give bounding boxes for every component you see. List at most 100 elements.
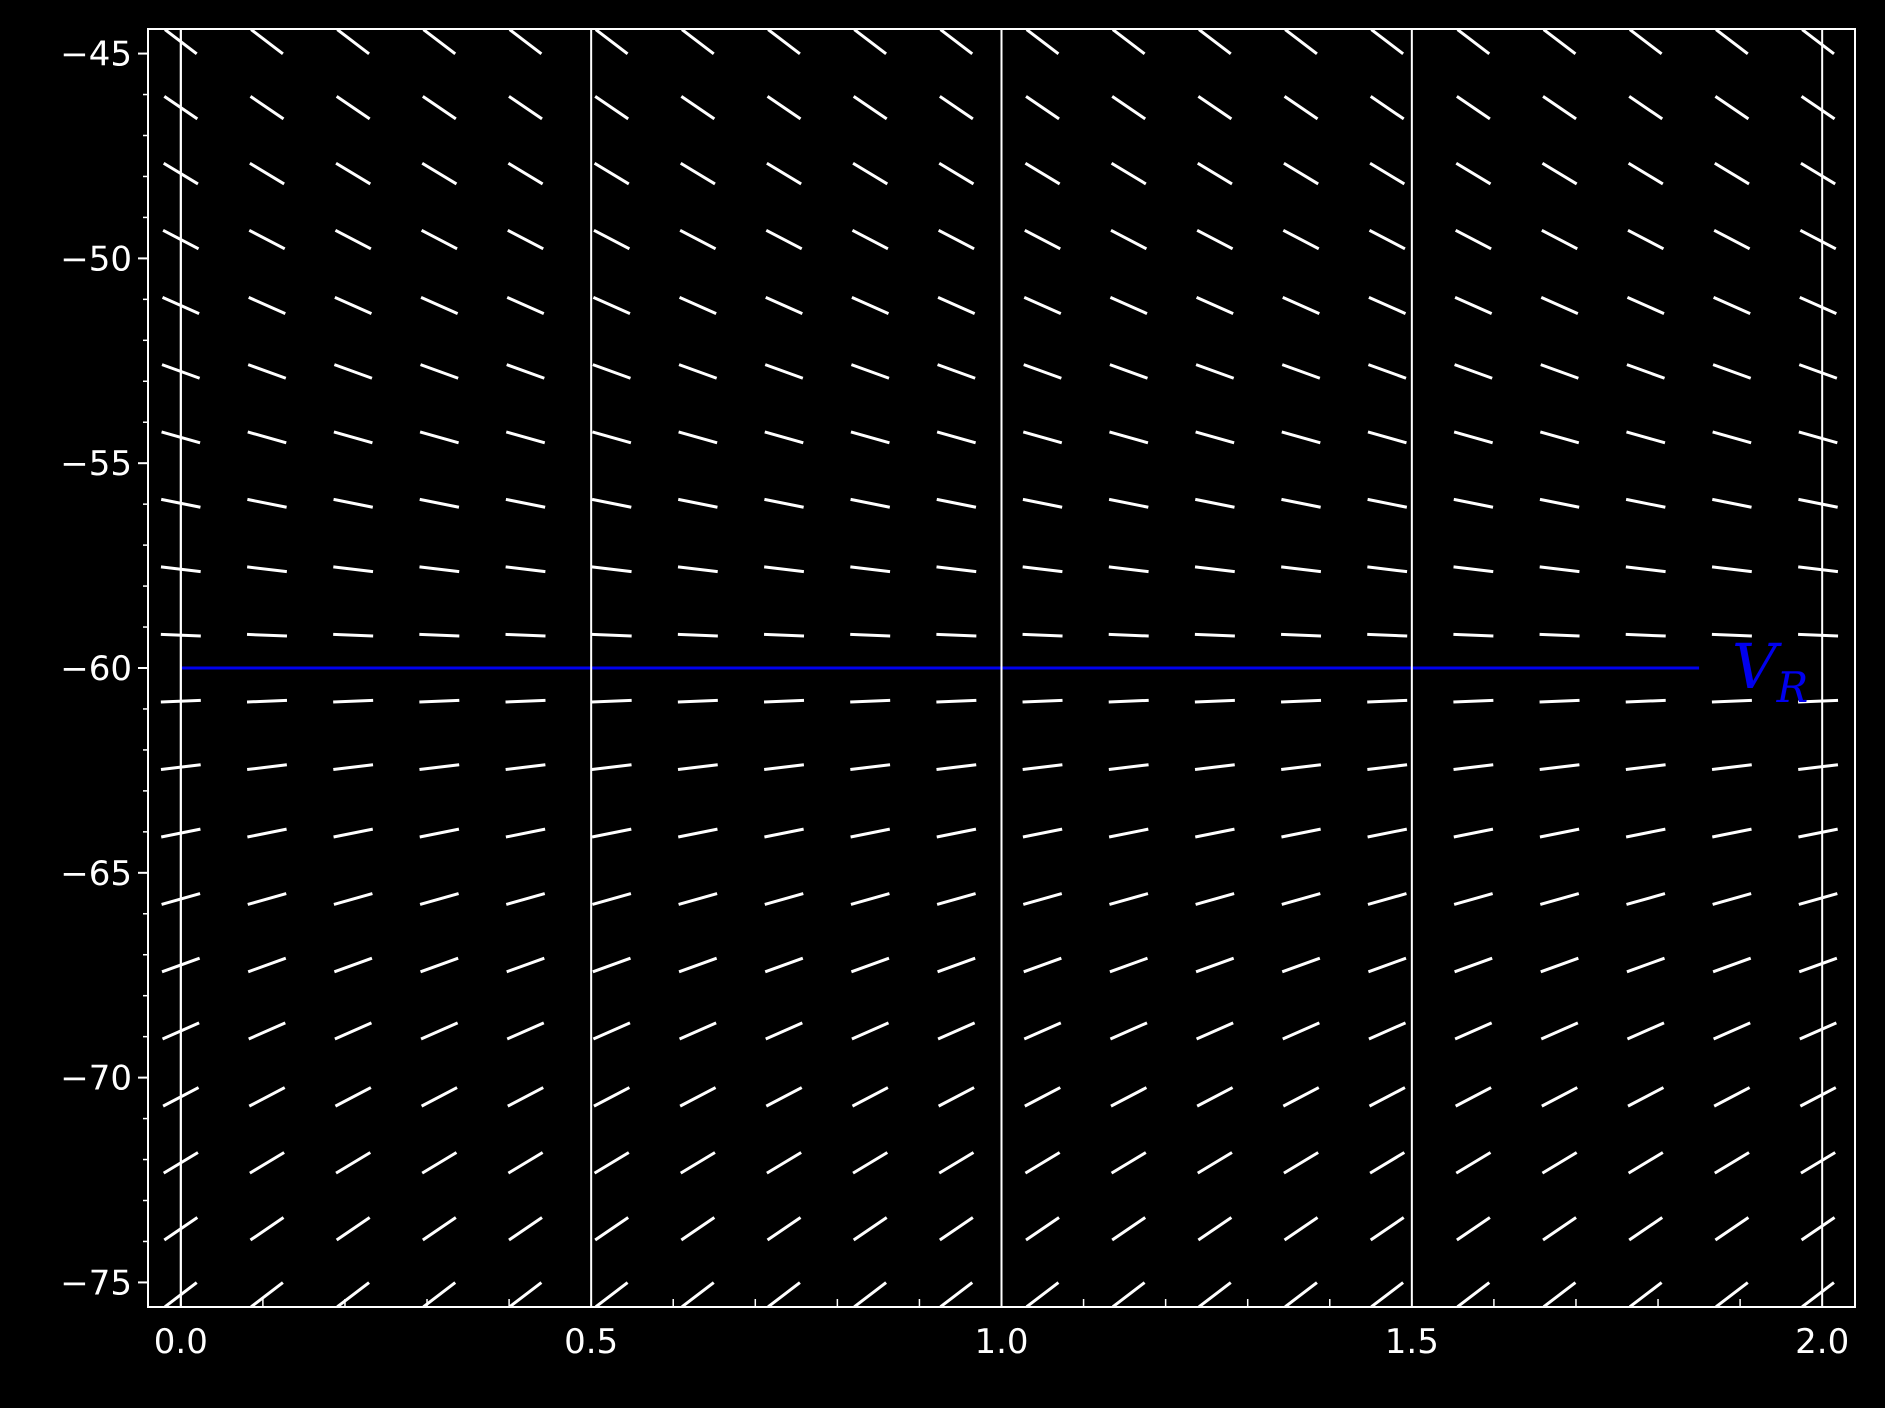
slope-segment (592, 363, 631, 380)
slope-segment (1110, 1086, 1148, 1108)
y-tick-label: −70 (60, 1059, 132, 1099)
slope-segment (594, 28, 629, 56)
slope-segment (1626, 363, 1666, 380)
slope-segment (1715, 28, 1749, 56)
slope-segment (850, 892, 890, 906)
slope-segment (939, 1281, 974, 1309)
y-tick-label: −45 (60, 35, 132, 75)
slope-segment (936, 632, 977, 638)
slope-segment (1626, 892, 1666, 906)
slope-segment (680, 95, 716, 121)
slope-segment (249, 1216, 285, 1242)
slope-segment (1194, 497, 1235, 509)
slope-segment (1541, 161, 1578, 186)
slope-segment (765, 1021, 803, 1041)
slope-segment (1284, 28, 1318, 56)
slope-segment (1196, 228, 1234, 251)
slope-segment (1108, 497, 1149, 509)
slope-segment (333, 430, 373, 445)
slope-segment (763, 698, 805, 704)
slope-segment (1110, 228, 1148, 251)
slope-segment (1455, 1151, 1492, 1175)
slope-segment (1198, 1281, 1232, 1309)
slope-segment (852, 161, 889, 186)
slope-segment (764, 497, 804, 509)
slope-segment (852, 1151, 889, 1175)
slope-segment (1370, 28, 1405, 56)
slope-segment (766, 1216, 802, 1242)
slope-segment (591, 827, 632, 839)
slope-segment (1022, 565, 1063, 574)
slope-segment (1711, 497, 1752, 509)
slope-segment (1367, 892, 1407, 906)
slope-segment (1108, 763, 1149, 772)
slope-segment (247, 827, 287, 839)
slope-segment (1713, 1151, 1750, 1175)
slope-segment (248, 1021, 286, 1041)
slope-segment (333, 565, 374, 574)
slope-segment (936, 827, 977, 839)
slope-segment (594, 95, 630, 121)
y-tick-label: −75 (60, 1263, 132, 1303)
slope-segment (420, 296, 459, 315)
slope-segment (850, 956, 890, 974)
slope-segment (679, 161, 716, 186)
slope-segment (1195, 892, 1235, 906)
slope-segment (422, 28, 457, 56)
slope-segment (1108, 698, 1149, 704)
slope-segment (594, 1281, 629, 1309)
slope-segment (1540, 363, 1579, 380)
slope-segment (936, 892, 977, 906)
slope-segment (334, 1021, 373, 1041)
slope-segment (763, 565, 805, 574)
slope-segment (1539, 827, 1580, 839)
slope-segment (1023, 1021, 1062, 1041)
slope-segment (1282, 296, 1320, 315)
slope-segment (1367, 363, 1407, 380)
slope-segment (850, 497, 891, 509)
slope-segment (591, 632, 632, 638)
slope-segment (1798, 632, 1839, 638)
slope-segment (1197, 95, 1233, 121)
slope-segment (250, 28, 284, 56)
slope-segment (850, 430, 890, 445)
slope-segment (506, 1021, 545, 1041)
slope-segment (1195, 296, 1234, 315)
slope-segment (764, 430, 804, 445)
slope-segment (1798, 956, 1838, 974)
slope-segment (1712, 430, 1752, 445)
slope-segment (936, 763, 977, 772)
slope-segment (681, 1281, 715, 1309)
slope-segment (1799, 1021, 1837, 1041)
slope-segment (1022, 497, 1063, 509)
slope-segment (1712, 956, 1752, 974)
major-ticks (138, 29, 1824, 1307)
slope-segment (1110, 1151, 1147, 1175)
slope-segment (335, 1151, 372, 1175)
slope-segment (1453, 698, 1494, 704)
slope-segment (1713, 1086, 1751, 1108)
slope-segment (1281, 497, 1321, 509)
slope-segment (593, 228, 631, 251)
slope-segment (334, 228, 372, 251)
slope-segment (1196, 161, 1233, 186)
slope-segment (1711, 565, 1752, 574)
slope-segment (1281, 892, 1321, 906)
slope-segment (677, 497, 718, 509)
slope-segment (1282, 1086, 1320, 1108)
slope-segment (336, 28, 370, 56)
slope-segment (1711, 698, 1752, 704)
slope-segment (937, 1021, 976, 1041)
slope-segment (1368, 1021, 1407, 1041)
slope-segment (679, 1086, 717, 1108)
slope-segment (850, 565, 891, 574)
slope-segment (1281, 363, 1321, 380)
slope-segment (1800, 1151, 1836, 1175)
vr-annotation-main: V (1732, 630, 1783, 703)
slope-segment (851, 1021, 890, 1041)
slope-segment (766, 1151, 802, 1175)
slope-segment (247, 497, 287, 509)
slope-segment (680, 1216, 716, 1242)
slope-segment (679, 1151, 716, 1175)
